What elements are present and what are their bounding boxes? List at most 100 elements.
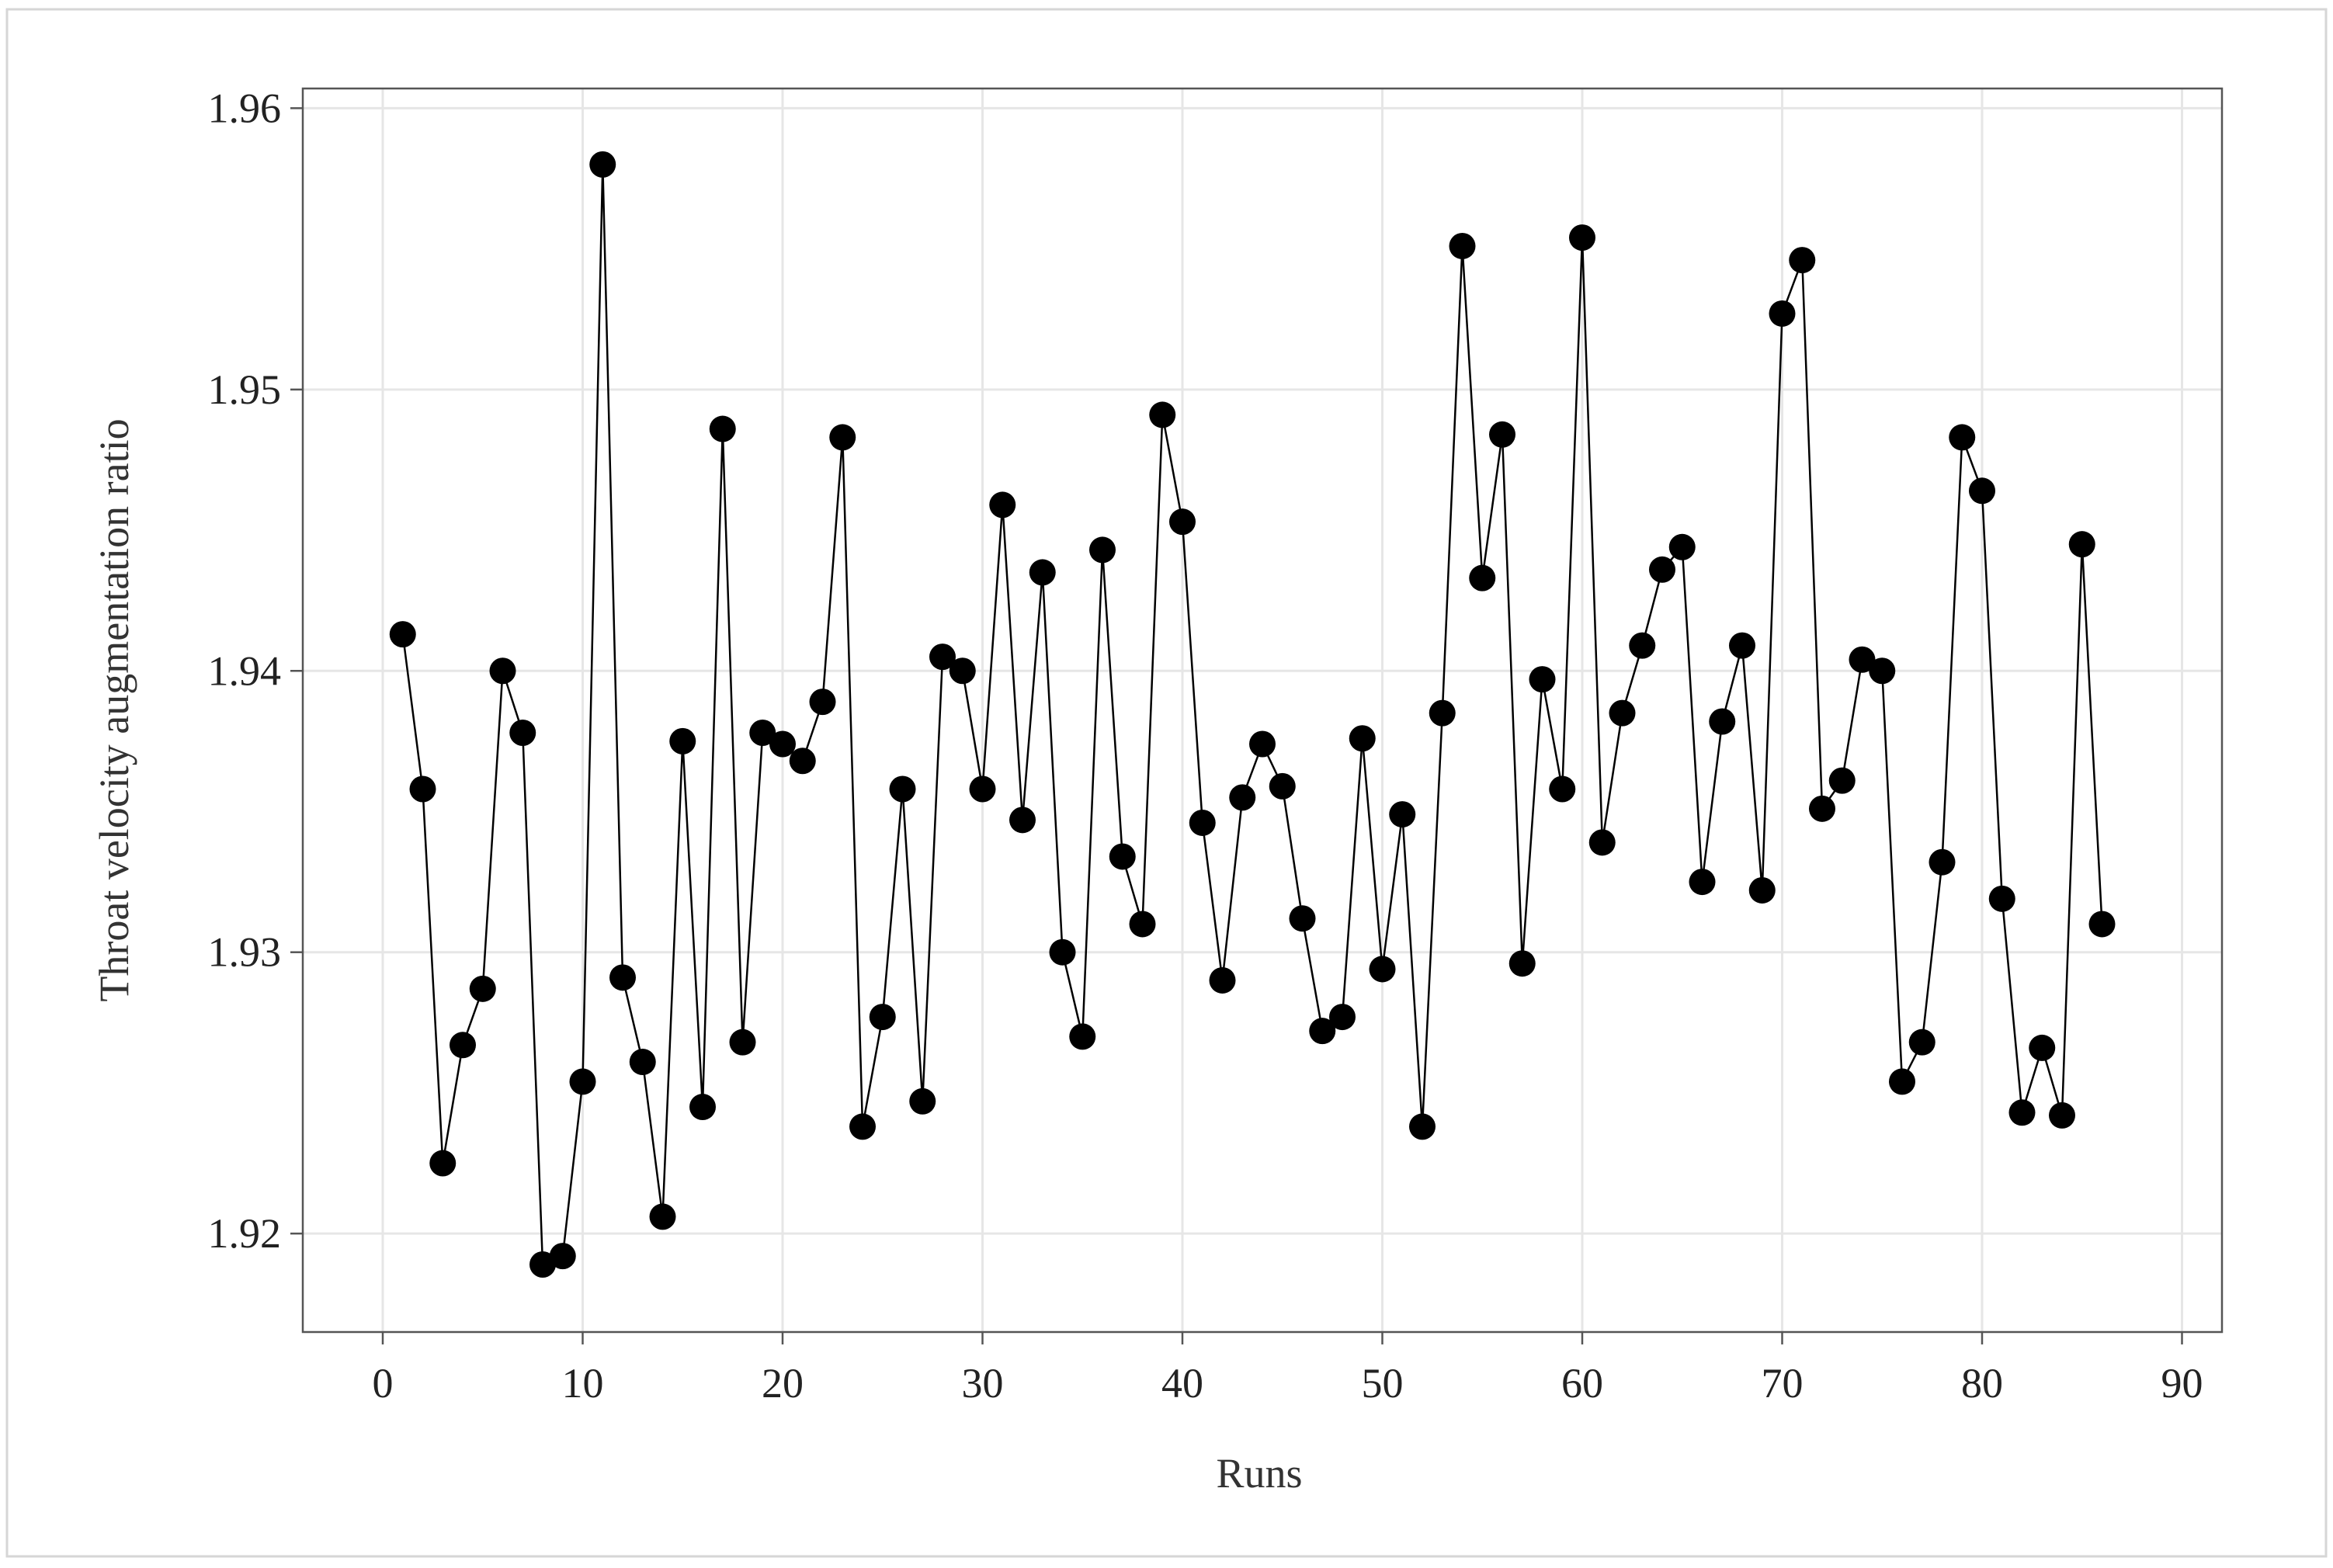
data-point — [1709, 708, 1736, 735]
data-point — [1949, 424, 1976, 451]
data-point — [769, 730, 796, 758]
x-tick-label: 0 — [373, 1360, 394, 1407]
data-point — [1309, 1018, 1336, 1045]
data-point — [1109, 843, 1136, 870]
data-point — [1089, 536, 1116, 564]
plot-panel — [303, 88, 2222, 1332]
data-point — [509, 719, 536, 746]
data-point — [1329, 1004, 1356, 1031]
y-axis-title: Throat velocity augmentation ratio — [91, 418, 137, 1001]
data-point — [1149, 401, 1176, 428]
data-point — [409, 775, 436, 803]
data-point — [429, 1150, 457, 1177]
x-gridlines — [381, 88, 2183, 1332]
data-point — [1409, 1113, 1436, 1140]
data-point — [889, 775, 916, 803]
x-tick-label: 40 — [1161, 1360, 1203, 1407]
data-point — [1229, 784, 1256, 811]
y-tick-label: 1.95 — [208, 366, 282, 413]
data-point — [1629, 632, 1656, 659]
data-point — [1869, 657, 1896, 685]
data-point — [1029, 559, 1056, 586]
data-point — [1189, 809, 1216, 836]
data-point — [1889, 1068, 1915, 1095]
data-point — [649, 1203, 676, 1230]
data-point — [450, 1032, 476, 1059]
data-point — [489, 657, 516, 685]
data-point — [1009, 807, 1036, 834]
data-point — [789, 748, 816, 775]
plot-border — [301, 87, 2224, 1334]
data-point — [1849, 646, 1876, 673]
data-point — [609, 964, 636, 991]
data-point — [1349, 725, 1376, 752]
x-axis-title: Runs — [1216, 1450, 1302, 1497]
x-tick-label: 10 — [562, 1360, 604, 1407]
series-line — [401, 163, 2103, 1266]
data-point — [1828, 767, 1856, 794]
data-point — [749, 719, 776, 746]
data-point — [809, 689, 836, 716]
x-tick-label: 30 — [962, 1360, 1004, 1407]
data-point — [1069, 1023, 1096, 1050]
data-point — [549, 1243, 576, 1270]
data-point — [2088, 911, 2116, 938]
data-point — [1549, 775, 1576, 803]
data-point — [1988, 885, 2015, 912]
data-point — [1748, 876, 1776, 904]
x-tick-label: 80 — [1961, 1360, 2003, 1407]
x-axis-ticks: 0 10 20 30 40 50 60 70 80 90 — [373, 1332, 2203, 1407]
x-tick-label: 90 — [2161, 1360, 2203, 1407]
data-point — [1369, 956, 1396, 983]
data-point — [1929, 848, 1956, 876]
data-point — [1668, 533, 1696, 560]
data-point — [869, 1004, 896, 1031]
data-point — [829, 424, 856, 451]
data-point — [1389, 801, 1416, 828]
data-point — [2068, 531, 2095, 558]
data-point — [1969, 477, 1995, 505]
data-point — [569, 1068, 596, 1095]
data-point — [629, 1049, 656, 1076]
series-runs — [389, 151, 2116, 1278]
data-point — [589, 151, 616, 178]
data-point — [529, 1251, 556, 1278]
data-point — [1269, 772, 1296, 800]
data-point — [709, 415, 736, 442]
data-point — [1529, 666, 1556, 693]
y-tick-label: 1.93 — [208, 929, 282, 976]
data-point — [1169, 508, 1196, 536]
data-point — [1908, 1029, 1935, 1056]
y-axis-ticks: 1.92 1.93 1.94 1.95 1.96 — [208, 85, 303, 1257]
x-tick-label: 70 — [1762, 1360, 1804, 1407]
data-point — [469, 975, 496, 1002]
y-tick-label: 1.92 — [208, 1210, 282, 1257]
data-point — [2029, 1034, 2056, 1061]
data-point — [1789, 247, 1816, 274]
data-point — [669, 727, 696, 755]
x-tick-label: 20 — [762, 1360, 804, 1407]
data-point — [1469, 564, 1496, 591]
data-point — [909, 1088, 936, 1115]
data-point — [989, 491, 1016, 519]
y-gridlines — [303, 106, 2222, 1235]
y-tick-label: 1.96 — [208, 85, 282, 131]
data-point — [1809, 795, 1835, 822]
data-point — [1449, 232, 1476, 259]
data-point — [1049, 938, 1076, 966]
data-point — [729, 1029, 756, 1056]
data-point — [849, 1113, 876, 1140]
data-point — [1508, 950, 1536, 977]
data-point — [929, 644, 956, 671]
data-point — [689, 1094, 716, 1121]
data-point — [949, 657, 976, 685]
y-tick-label: 1.94 — [208, 647, 282, 694]
data-point — [1429, 699, 1456, 727]
data-point — [389, 621, 416, 648]
x-tick-label: 50 — [1362, 1360, 1404, 1407]
data-point — [1649, 556, 1675, 583]
data-point — [2049, 1101, 2075, 1129]
data-point — [1689, 869, 1716, 896]
data-point — [2008, 1099, 2036, 1126]
